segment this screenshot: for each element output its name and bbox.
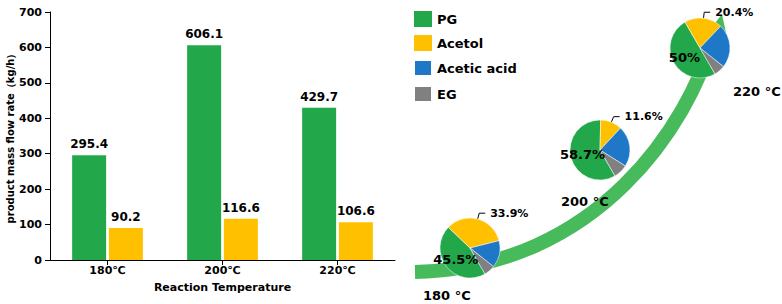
svg-text:Acetic acid: Acetic acid — [437, 61, 517, 76]
svg-text:606.1: 606.1 — [185, 27, 223, 41]
svg-text:20.4%: 20.4% — [715, 6, 753, 19]
svg-text:58.7%: 58.7% — [560, 147, 605, 162]
svg-text:Reaction Temperature: Reaction Temperature — [154, 281, 291, 294]
svg-text:45.5%: 45.5% — [433, 252, 478, 267]
svg-text:220℃: 220℃ — [319, 264, 355, 277]
svg-text:116.6: 116.6 — [222, 201, 260, 215]
svg-text:106.6: 106.6 — [337, 204, 375, 218]
svg-text:300: 300 — [19, 147, 42, 160]
svg-text:33.9%: 33.9% — [490, 207, 528, 220]
svg-text:product mass flow rate（kg/h）: product mass flow rate（kg/h） — [5, 49, 16, 224]
svg-text:220 °C: 220 °C — [733, 84, 781, 99]
svg-text:90.2: 90.2 — [111, 210, 141, 224]
svg-text:Acetol: Acetol — [437, 36, 483, 51]
svg-text:200℃: 200℃ — [204, 264, 240, 277]
svg-text:11.6%: 11.6% — [625, 110, 663, 123]
svg-text:180 °C: 180 °C — [423, 288, 471, 303]
svg-text:0: 0 — [34, 254, 42, 267]
svg-text:400: 400 — [19, 112, 42, 125]
svg-text:295.4: 295.4 — [70, 137, 108, 151]
svg-text:700: 700 — [19, 6, 42, 19]
svg-text:180℃: 180℃ — [89, 264, 125, 277]
svg-text:500: 500 — [19, 76, 42, 89]
svg-text:EG: EG — [437, 87, 457, 102]
svg-text:200: 200 — [19, 183, 42, 196]
svg-text:PG: PG — [437, 12, 457, 27]
svg-text:100: 100 — [19, 218, 42, 231]
svg-text:429.7: 429.7 — [300, 90, 338, 104]
svg-text:50%: 50% — [669, 50, 700, 65]
svg-text:200 °C: 200 °C — [561, 194, 609, 209]
svg-text:600: 600 — [19, 41, 42, 54]
